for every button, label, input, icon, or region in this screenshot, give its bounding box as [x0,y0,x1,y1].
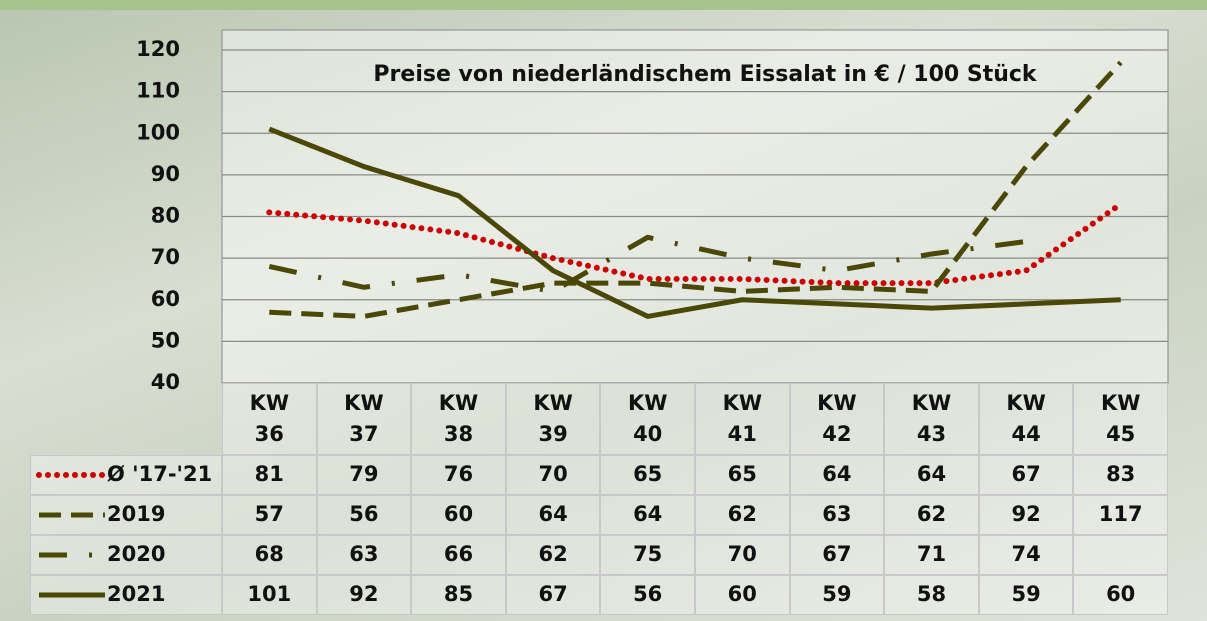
table-value: 67 [978,455,1074,495]
x-tick-label: KW 42 [789,383,885,455]
table-value: 64 [789,455,885,495]
table-value: 64 [505,495,601,535]
table-value: 62 [884,495,979,535]
table-value: 66 [411,535,506,575]
table-value: 70 [695,535,790,575]
plot-area [221,29,1169,384]
y-tick-label: 50 [151,328,180,352]
y-tick-label: 120 [136,37,180,61]
top-band [0,0,1207,10]
table-value: 85 [411,575,506,615]
series-line [268,126,1121,319]
series-line [268,234,1027,294]
legend-swatch [39,592,105,598]
table-value: 65 [600,455,695,495]
table-value: 64 [600,495,695,535]
chart-title: Preise von niederländischem Eissalat in … [373,62,1038,87]
table-value: 62 [505,535,601,575]
table-value: 63 [789,495,885,535]
table-value: 60 [695,575,790,615]
legend-swatch [39,512,105,518]
y-tick-label: 80 [151,204,180,228]
table-value: 70 [505,455,601,495]
x-tick-label: KW 36 [222,383,317,455]
y-tick-label: 40 [151,370,180,394]
table-value: 60 [1073,575,1168,615]
table-value: 64 [884,455,979,495]
table-value: 67 [789,535,885,575]
legend-entry: 2021 [30,575,222,615]
x-tick-label: KW 40 [600,383,695,455]
y-tick-label: 100 [136,120,180,144]
legend-entry: 2019 [30,495,222,535]
legend-swatch [39,552,105,558]
table-value: 92 [316,575,412,615]
x-tick-label: KW 37 [316,383,412,455]
table-value: 79 [316,455,412,495]
table-value: 74 [978,535,1074,575]
table-value: 56 [600,575,695,615]
table-value: 67 [505,575,601,615]
table-value: 58 [884,575,979,615]
x-tick-label: KW 39 [505,383,601,455]
legend-entry: Ø '17-'21 [30,455,222,495]
table-value [1073,535,1168,575]
x-tick-label: KW 44 [978,383,1074,455]
legend-entry: 2020 [30,535,222,575]
x-tick-label: KW 43 [884,383,979,455]
legend-label: 2021 [107,582,166,607]
table-value: 117 [1073,495,1168,535]
legend-label: 2020 [107,542,166,567]
table-value: 60 [411,495,506,535]
legend-label: Ø '17-'21 [107,462,213,487]
table-value: 81 [222,455,317,495]
table-value: 56 [316,495,412,535]
table-value: 75 [600,535,695,575]
y-tick-label: 60 [151,287,180,311]
table-value: 68 [222,535,317,575]
legend-swatch [36,472,107,478]
x-tick-label: KW 45 [1073,383,1168,455]
y-tick-label: 90 [151,162,180,186]
table-value: 57 [222,495,317,535]
table-value: 65 [695,455,790,495]
table-value: 92 [978,495,1074,535]
table-value: 71 [884,535,979,575]
table-value: 59 [978,575,1074,615]
table-value: 63 [316,535,412,575]
x-tick-label: KW 38 [411,383,506,455]
y-tick-label: 70 [151,245,180,269]
table-value: 62 [695,495,790,535]
legend-label: 2019 [107,502,166,527]
series-line [266,201,1124,287]
table-value: 83 [1073,455,1168,495]
table-value: 76 [411,455,506,495]
table-value: 101 [222,575,317,615]
y-tick-label: 110 [136,79,180,103]
x-tick-label: KW 41 [695,383,790,455]
series-line [269,60,1123,319]
table-value: 59 [789,575,885,615]
